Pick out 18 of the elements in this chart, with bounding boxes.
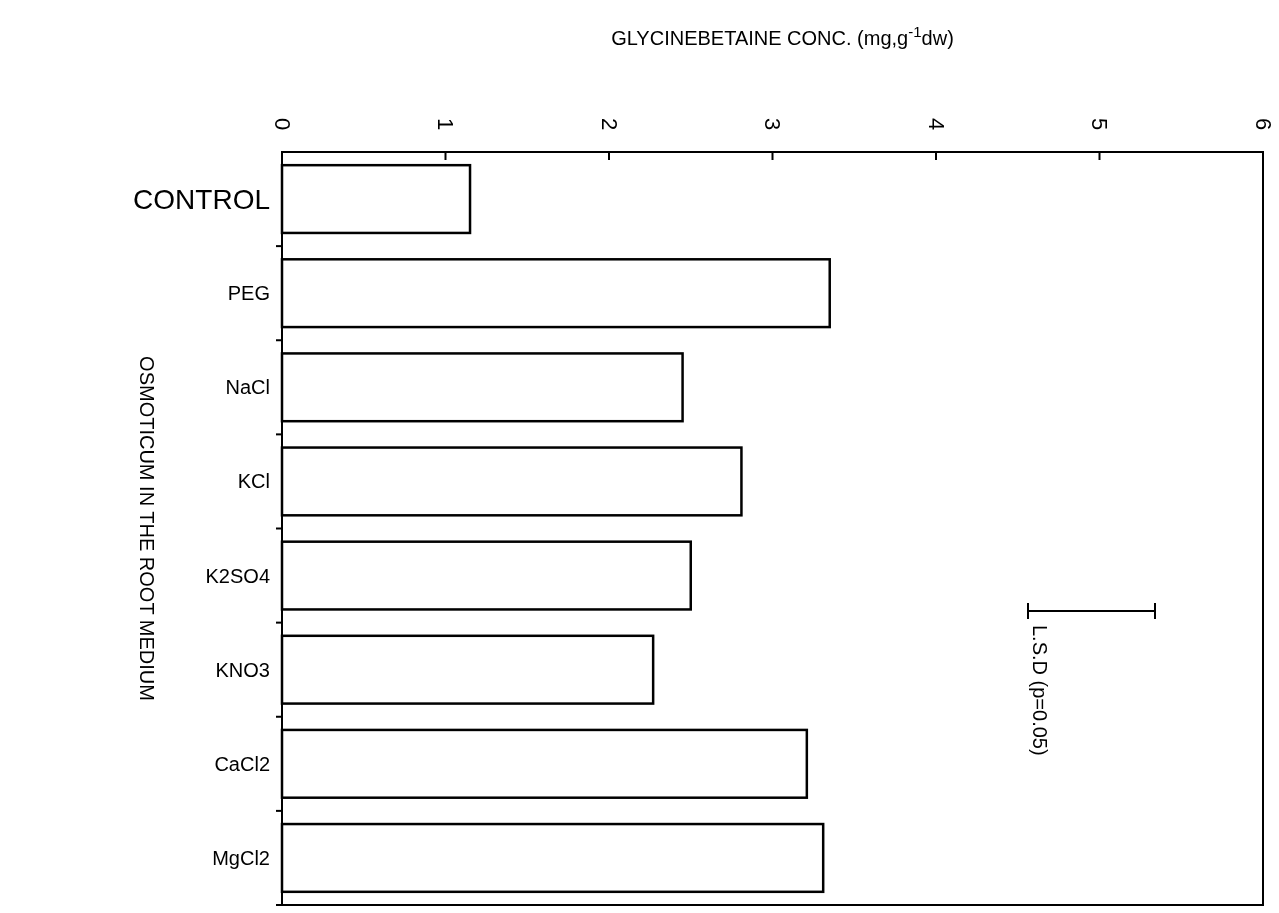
y-tick-label: PEG xyxy=(227,282,270,305)
y-axis-title: OSMOTICUM IN THE ROOT MEDIUM xyxy=(136,356,158,701)
x-tick-label: 5 xyxy=(1087,117,1112,131)
x-tick-label: 4 xyxy=(923,117,949,131)
y-tick-label: K2SO4 xyxy=(205,564,270,587)
y-tick-label: MgCl2 xyxy=(212,846,270,869)
x-tick-label: 2 xyxy=(596,117,622,131)
y-tick-label: KCl xyxy=(237,470,270,493)
y-tick-label: NaCl xyxy=(225,376,270,399)
x-tick-label: 0 xyxy=(269,117,295,131)
annotation: L.S.D (p=0.05) xyxy=(1029,625,1051,756)
y-tick-label: CaCl2 xyxy=(214,752,270,775)
y-tick-label: KNO3 xyxy=(215,658,270,681)
x-tick-label: 3 xyxy=(760,117,785,131)
x-tick-label: 1 xyxy=(433,117,458,131)
y-tick-label: CONTROL xyxy=(133,183,270,215)
x-tick-label: 6 xyxy=(1250,117,1276,131)
x-axis-title: GLYCINEBETAINE CONC. (mg,g$^{-1}$dw) xyxy=(611,22,954,49)
